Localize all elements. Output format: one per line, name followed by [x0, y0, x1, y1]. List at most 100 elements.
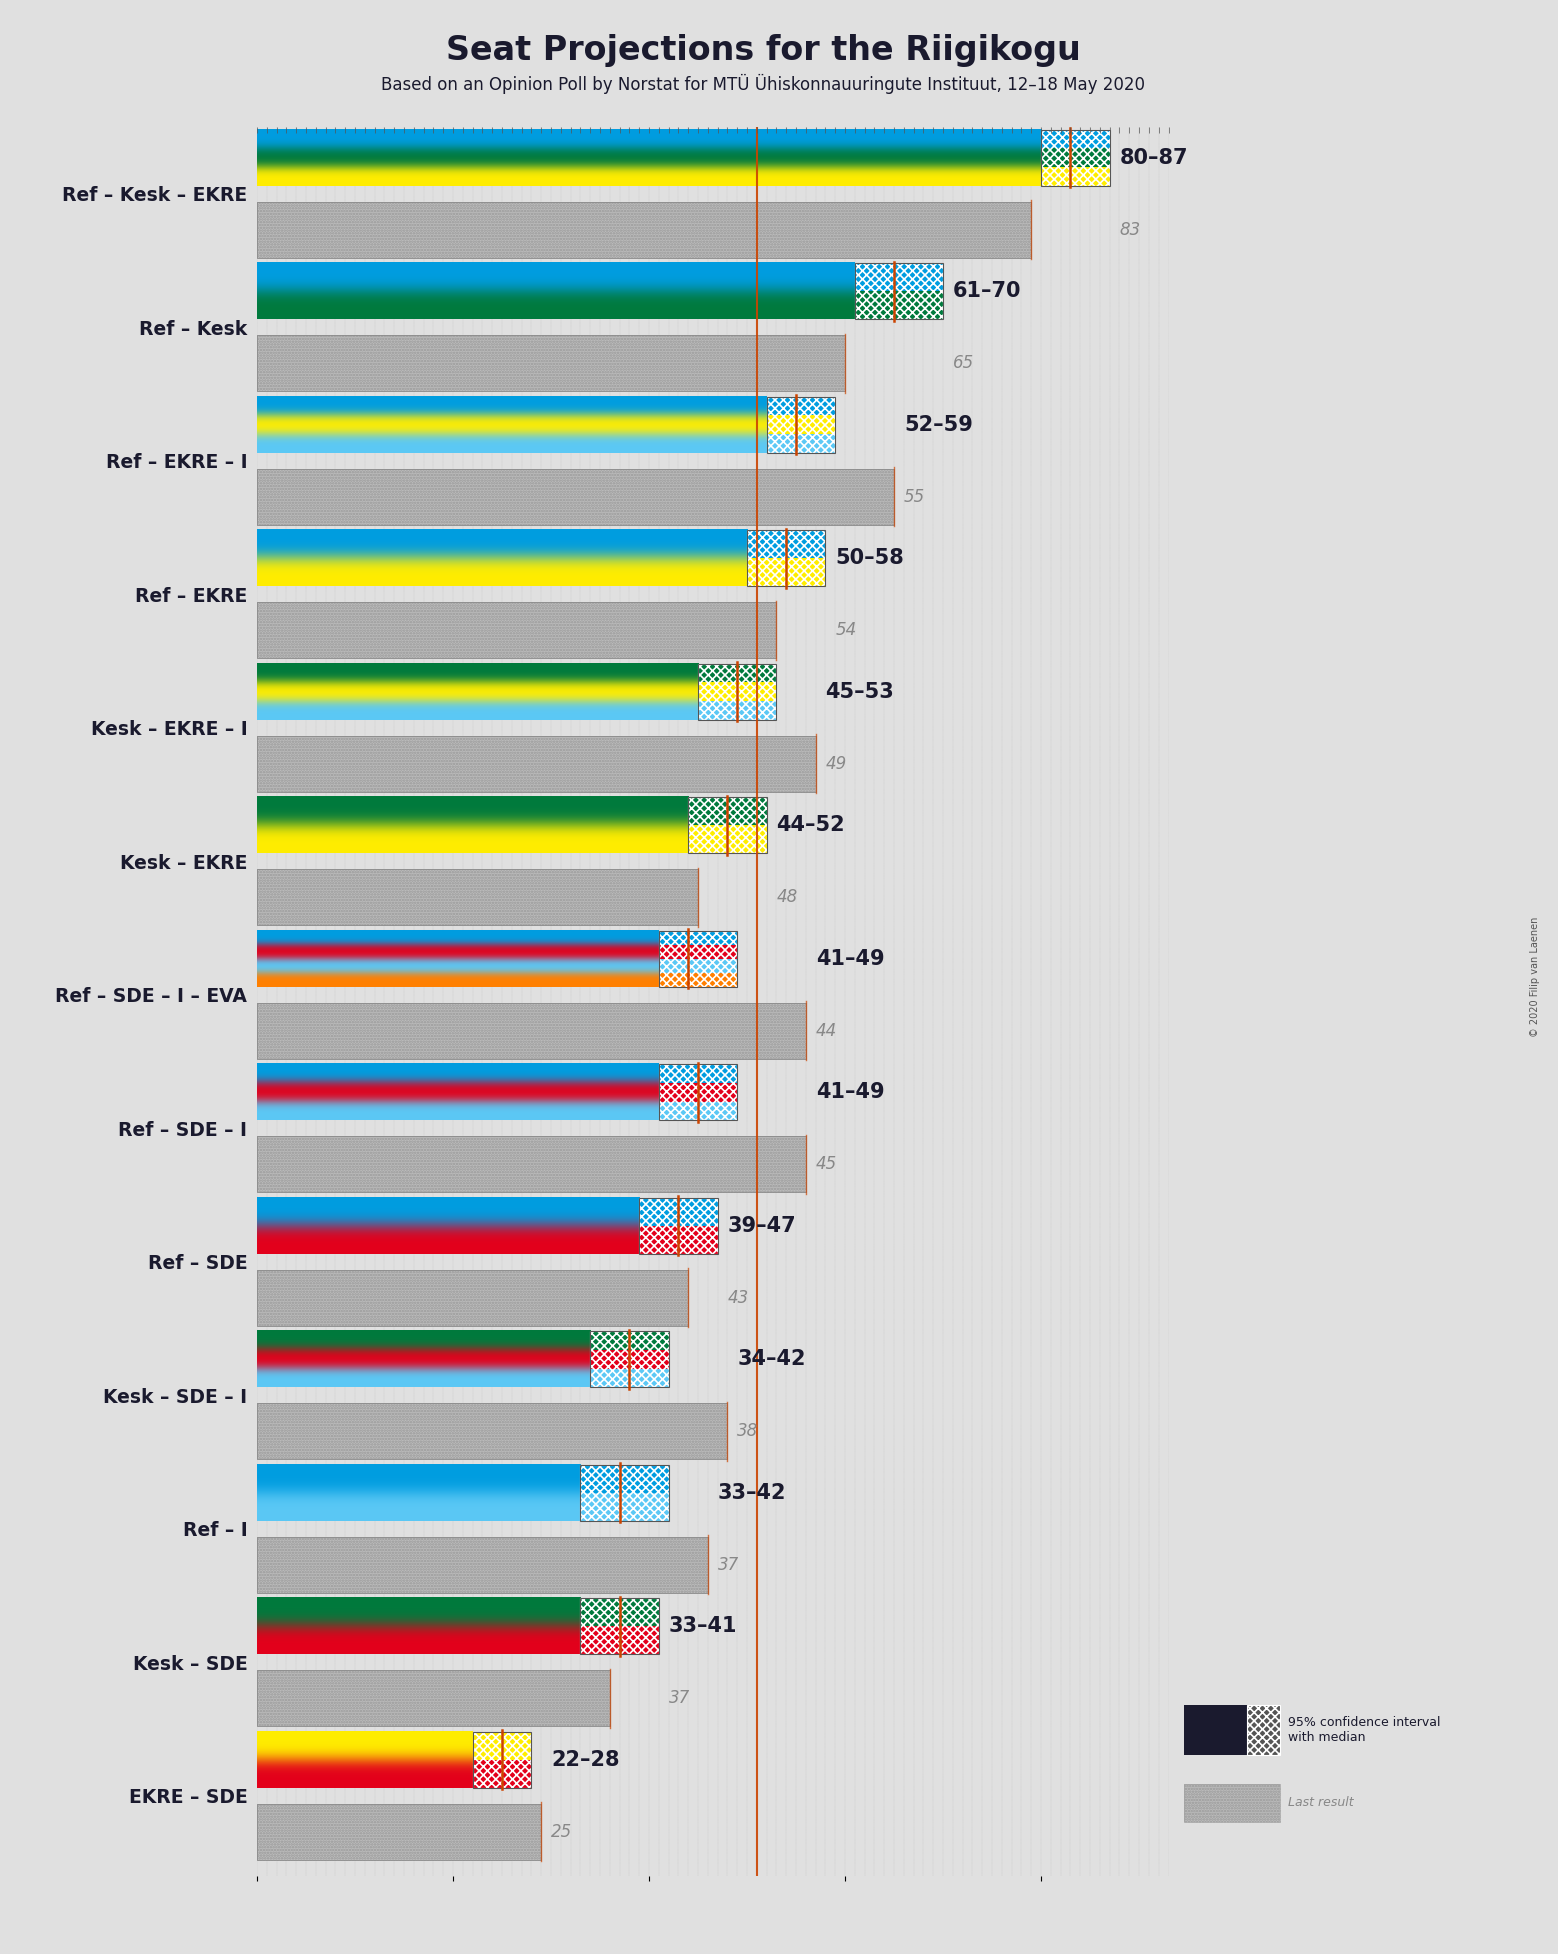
Bar — [1041, 166, 1109, 186]
Bar — [257, 1671, 609, 1725]
Bar — [257, 870, 698, 926]
Bar — [639, 1225, 718, 1254]
Text: 37: 37 — [718, 1555, 738, 1573]
Bar — [855, 291, 943, 319]
Text: 41–49: 41–49 — [816, 1083, 885, 1102]
Bar — [698, 682, 776, 701]
Bar — [659, 944, 737, 959]
Bar — [698, 701, 776, 719]
Bar — [1184, 1706, 1279, 1755]
Bar — [590, 1368, 668, 1387]
Bar — [590, 1350, 668, 1368]
Bar — [257, 1403, 728, 1460]
Bar — [1041, 129, 1109, 186]
Bar — [257, 336, 844, 391]
Text: 52–59: 52–59 — [904, 414, 972, 434]
Bar — [257, 1137, 805, 1192]
Bar — [581, 1493, 668, 1520]
Text: 95% confidence interval
with median: 95% confidence interval with median — [1287, 1716, 1440, 1745]
Bar — [689, 797, 767, 854]
Bar — [257, 1671, 609, 1725]
Bar — [767, 397, 835, 416]
Bar — [257, 1804, 541, 1860]
Bar — [257, 1804, 541, 1860]
Bar — [257, 1804, 541, 1860]
Text: 39–47: 39–47 — [728, 1215, 796, 1235]
Bar — [257, 336, 844, 391]
Bar — [698, 664, 776, 682]
Bar — [581, 1466, 668, 1520]
Bar — [748, 530, 826, 586]
Bar — [659, 1065, 737, 1120]
Bar — [472, 1731, 531, 1788]
Text: 22–28: 22–28 — [552, 1749, 620, 1770]
Bar — [659, 930, 737, 987]
Bar — [257, 469, 894, 526]
Bar — [639, 1198, 718, 1225]
Bar — [581, 1466, 668, 1520]
Text: 33–41: 33–41 — [668, 1616, 737, 1635]
Bar — [257, 602, 776, 658]
Bar — [1041, 149, 1109, 166]
Bar — [659, 973, 737, 987]
Bar — [767, 434, 835, 453]
Text: Based on an Opinion Poll by Norstat for MTÜ Ühiskonnauuringute Instituut, 12–18 : Based on an Opinion Poll by Norstat for … — [382, 74, 1145, 94]
Bar — [689, 825, 767, 854]
Bar — [257, 1536, 707, 1593]
Bar — [257, 737, 816, 791]
Bar — [257, 336, 844, 391]
Bar — [472, 1731, 531, 1761]
Bar — [257, 1270, 689, 1327]
Bar — [1246, 1706, 1279, 1755]
Text: 37: 37 — [668, 1690, 690, 1708]
Bar — [257, 1002, 805, 1059]
Bar — [659, 959, 737, 973]
Bar — [659, 1102, 737, 1120]
Bar — [257, 1671, 609, 1725]
Text: Last result: Last result — [1287, 1796, 1354, 1809]
Bar — [689, 797, 767, 825]
Text: 43: 43 — [728, 1290, 749, 1307]
Bar — [257, 737, 816, 791]
Bar — [659, 1065, 737, 1083]
Bar — [639, 1198, 718, 1254]
Bar — [855, 264, 943, 291]
Bar — [767, 416, 835, 434]
Bar — [257, 870, 698, 926]
Bar — [257, 1536, 707, 1593]
Bar — [257, 737, 816, 791]
Bar — [257, 1536, 707, 1593]
Bar — [698, 664, 776, 719]
Bar — [590, 1331, 668, 1387]
Text: 54: 54 — [835, 621, 857, 639]
Text: 45: 45 — [816, 1155, 837, 1172]
Bar — [639, 1198, 718, 1254]
Text: 45–53: 45–53 — [826, 682, 894, 701]
Bar — [659, 930, 737, 944]
Bar — [748, 530, 826, 586]
Bar — [257, 201, 1031, 258]
Bar — [855, 264, 943, 319]
Text: 61–70: 61–70 — [953, 281, 1022, 301]
Bar — [581, 1598, 659, 1655]
Text: 49: 49 — [826, 754, 846, 772]
Bar — [581, 1598, 659, 1655]
Bar — [257, 201, 1031, 258]
Bar — [257, 1002, 805, 1059]
Bar — [257, 469, 894, 526]
Bar — [590, 1331, 668, 1350]
Text: 38: 38 — [737, 1423, 759, 1440]
Text: 55: 55 — [904, 488, 925, 506]
Bar — [257, 602, 776, 658]
Text: 25: 25 — [552, 1823, 572, 1841]
Bar — [257, 1270, 689, 1327]
Bar — [257, 201, 1031, 258]
Bar — [472, 1731, 531, 1788]
Bar — [659, 930, 737, 987]
Text: 65: 65 — [953, 354, 974, 373]
Bar — [257, 1403, 728, 1460]
Bar — [689, 797, 767, 854]
Bar — [257, 870, 698, 926]
Bar — [659, 1065, 737, 1120]
Text: 44: 44 — [816, 1022, 837, 1040]
